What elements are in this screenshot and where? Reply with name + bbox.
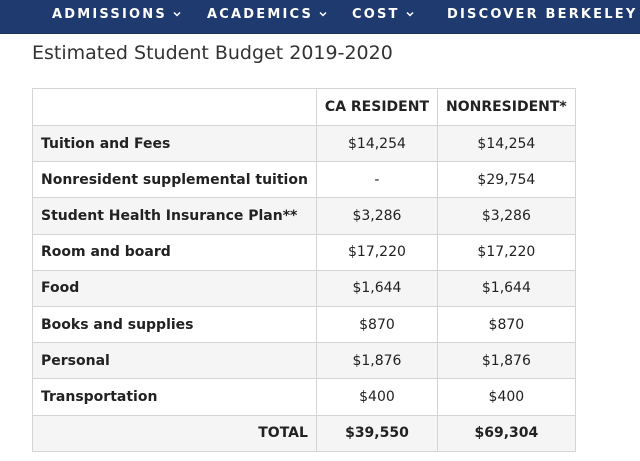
nav-admissions-label: ADMISSIONS [52, 6, 167, 22]
nonresident-value: $14,254 [437, 124, 576, 163]
table-row: Student Health Insurance Plan** $3,286 $… [32, 197, 576, 235]
nonresident-value: $1,876 [437, 342, 576, 380]
resident-value: $14,254 [315, 124, 439, 163]
nonresident-value: $3,286 [437, 197, 576, 235]
resident-value: $3,286 [315, 197, 439, 235]
chevron-down-icon [173, 11, 181, 17]
resident-value: $1,644 [315, 269, 439, 307]
row-label: Nonresident supplemental tuition [32, 161, 317, 199]
resident-value: $17,220 [315, 233, 439, 271]
total-nonresident-value: $69,304 [437, 414, 576, 452]
budget-table: CA RESIDENT NONRESIDENT* Tuition and Fee… [32, 88, 576, 452]
total-resident-value: $39,550 [315, 414, 439, 452]
table-row: Personal $1,876 $1,876 [32, 342, 576, 380]
nav-discover-berkeley[interactable]: DISCOVER BERKELEY [447, 6, 640, 22]
row-label: Books and supplies [32, 305, 317, 344]
total-label: TOTAL [32, 414, 317, 452]
table-row: Tuition and Fees $14,254 $14,254 [32, 124, 576, 163]
table-row: Books and supplies $870 $870 [32, 305, 576, 344]
nonresident-value: $17,220 [437, 233, 576, 271]
resident-value: - [315, 161, 439, 199]
nav-admissions[interactable]: ADMISSIONS [52, 6, 182, 22]
nav-academics[interactable]: ACADEMICS [207, 6, 328, 22]
nav-academics-label: ACADEMICS [207, 6, 314, 22]
chevron-down-icon [406, 11, 414, 17]
nonresident-value: $870 [437, 305, 576, 344]
chevron-down-icon [319, 11, 327, 17]
row-label: Tuition and Fees [32, 124, 317, 163]
header-empty [32, 88, 317, 126]
resident-value: $400 [315, 378, 439, 416]
row-label: Food [32, 269, 317, 307]
table-row: Transportation $400 $400 [32, 378, 576, 416]
top-navigation: ADMISSIONS ACADEMICS COST DISCOVER BERKE… [0, 0, 640, 34]
table-row: Food $1,644 $1,644 [32, 269, 576, 307]
table-row: Room and board $17,220 $17,220 [32, 233, 576, 271]
row-label: Room and board [32, 233, 317, 271]
row-label: Transportation [32, 378, 317, 416]
nonresident-value: $400 [437, 378, 576, 416]
row-label: Personal [32, 342, 317, 380]
resident-value: $1,876 [315, 342, 439, 380]
nav-cost[interactable]: COST [352, 6, 415, 22]
nonresident-value: $29,754 [437, 161, 576, 199]
table-header-row: CA RESIDENT NONRESIDENT* [32, 88, 576, 126]
total-row: TOTAL $39,550 $69,304 [32, 414, 576, 452]
table-row: Nonresident supplemental tuition - $29,7… [32, 161, 576, 199]
header-nonresident: NONRESIDENT* [437, 88, 576, 126]
row-label: Student Health Insurance Plan** [32, 197, 317, 235]
resident-value: $870 [315, 305, 439, 344]
nav-cost-label: COST [352, 6, 400, 22]
nav-discover-berkeley-label: DISCOVER BERKELEY [447, 6, 638, 22]
header-ca-resident: CA RESIDENT [315, 88, 439, 126]
nonresident-value: $1,644 [437, 269, 576, 307]
page-title: Estimated Student Budget 2019-2020 [32, 42, 393, 64]
